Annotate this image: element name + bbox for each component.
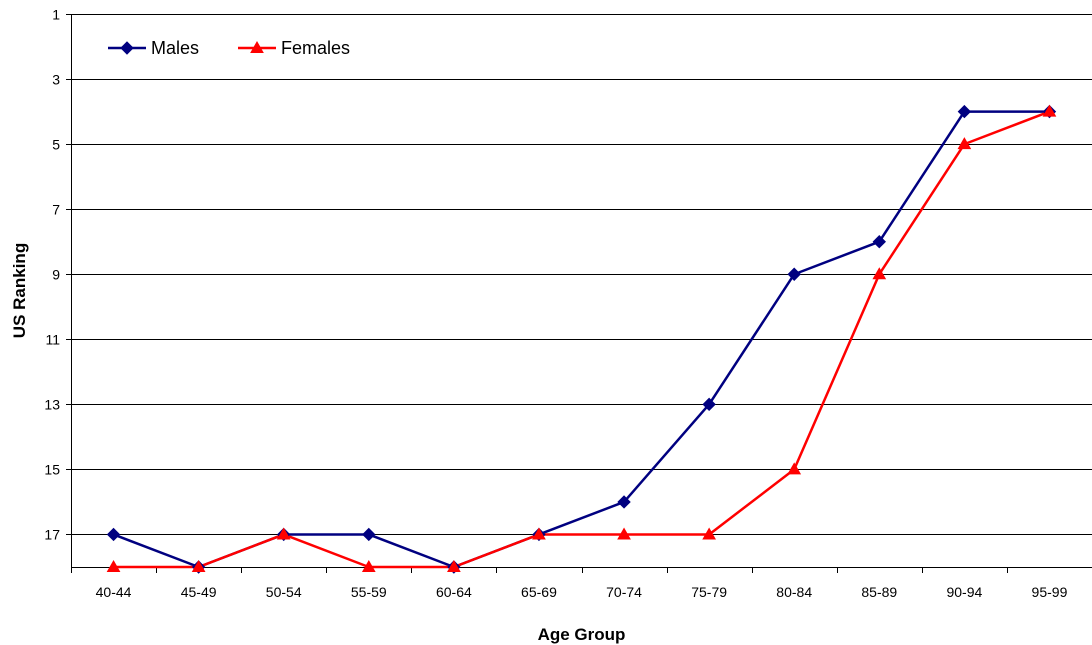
series-line-females xyxy=(112,110,1051,569)
y-axis-title: US Ranking xyxy=(10,243,29,338)
y-tick-label: 9 xyxy=(52,267,60,283)
y-tick-label: 11 xyxy=(45,332,60,348)
x-tick-label: 40-44 xyxy=(96,584,132,600)
x-tick-label: 65-69 xyxy=(521,584,557,600)
x-tick-label: 80-84 xyxy=(776,584,812,600)
data-point-females xyxy=(191,559,206,572)
x-tick-labels: 40-44 45-49 50-54 55-59 60-64 65-69 70-74 75-79… xyxy=(96,584,1068,600)
data-point-females xyxy=(702,527,716,540)
data-point-males xyxy=(617,495,631,509)
x-tick-label: 90-94 xyxy=(946,584,982,600)
legend-item-males: Males xyxy=(108,38,199,58)
x-tick-label: 95-99 xyxy=(1032,584,1068,600)
y-tick-label: 1 xyxy=(52,7,60,23)
x-tick-label: 50-54 xyxy=(266,584,302,600)
y-tick-label: 5 xyxy=(52,137,60,153)
legend: Males Females xyxy=(108,38,350,58)
data-point-females xyxy=(532,527,546,540)
data-point-females xyxy=(957,137,972,150)
data-point-males xyxy=(106,527,121,542)
data-point-males xyxy=(957,104,972,119)
x-axis-title: Age Group xyxy=(538,625,626,644)
x-tick-label: 45-49 xyxy=(181,584,217,600)
series-markers-females xyxy=(106,104,1057,572)
x-tick-label: 60-64 xyxy=(436,584,472,600)
data-point-females xyxy=(1042,104,1057,117)
data-point-females xyxy=(106,559,121,572)
data-point-females xyxy=(617,527,631,540)
data-point-males xyxy=(787,267,801,281)
y-tick-label: 3 xyxy=(52,72,60,88)
gridlines xyxy=(71,14,1092,535)
x-tick-label: 75-79 xyxy=(691,584,727,600)
legend-marker-diamond xyxy=(120,41,134,55)
data-point-males xyxy=(872,234,886,249)
series-females xyxy=(112,110,1051,569)
x-tick-label: 55-59 xyxy=(351,584,387,600)
legend-label: Males xyxy=(151,38,199,58)
data-point-females xyxy=(447,559,461,572)
axes xyxy=(66,14,1092,573)
y-tick-label: 17 xyxy=(44,527,60,543)
y-tick-label: 15 xyxy=(44,462,60,478)
series xyxy=(106,104,1057,574)
legend-marker-triangle xyxy=(250,40,264,53)
data-point-females xyxy=(872,267,887,280)
y-tick-label: 13 xyxy=(44,397,60,413)
legend-item-females: Females xyxy=(238,38,350,58)
legend-label: Females xyxy=(281,38,350,58)
y-tick-label: 7 xyxy=(52,202,60,218)
data-point-males xyxy=(702,397,716,412)
data-point-females xyxy=(361,559,376,572)
data-point-females xyxy=(787,462,802,475)
x-tick-label: 85-89 xyxy=(861,584,897,600)
data-point-females xyxy=(276,527,291,540)
x-tick-label: 70-74 xyxy=(606,584,642,600)
data-point-males xyxy=(362,527,376,542)
